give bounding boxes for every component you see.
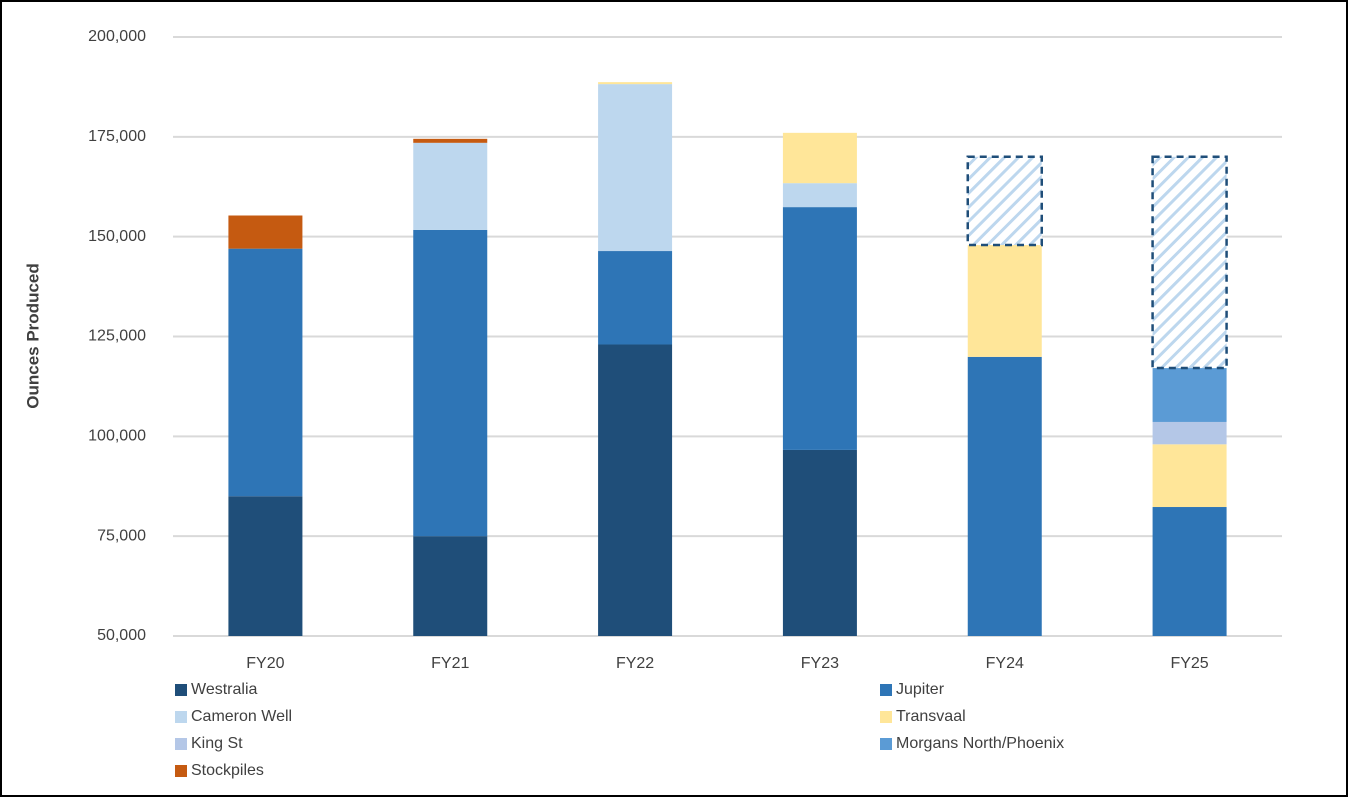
legend-swatch	[175, 684, 187, 696]
bar	[598, 344, 673, 636]
legend-swatch	[880, 711, 892, 723]
projection-bar	[966, 155, 1043, 247]
x-tick-label: FY24	[986, 655, 1024, 672]
bar	[967, 245, 1042, 357]
legend-swatch	[175, 738, 187, 750]
legend-swatch	[175, 711, 187, 723]
y-tick-label: 175,000	[88, 128, 146, 145]
bar	[782, 132, 857, 184]
bar	[228, 496, 303, 636]
bar	[413, 142, 488, 230]
bar	[967, 356, 1042, 636]
y-tick-label: 75,000	[97, 527, 146, 544]
bar	[1152, 444, 1227, 508]
y-tick-label: 150,000	[88, 228, 146, 245]
legend-swatch	[880, 684, 892, 696]
legend-label: Westralia	[191, 681, 257, 698]
bar	[1152, 421, 1227, 445]
x-tick-label: FY23	[801, 655, 839, 672]
bar	[228, 248, 303, 497]
bar	[598, 251, 673, 345]
y-tick-label: 100,000	[88, 428, 146, 445]
projection-bar	[1151, 155, 1228, 370]
legend-swatch	[880, 738, 892, 750]
x-tick-label: FY22	[616, 655, 654, 672]
bar	[228, 215, 303, 249]
y-tick-label: 50,000	[97, 627, 146, 644]
bar	[1152, 507, 1227, 636]
legend-swatch	[175, 765, 187, 777]
x-tick-label: FY20	[246, 655, 284, 672]
y-tick-label: 125,000	[88, 328, 146, 345]
bar	[782, 207, 857, 450]
legend-label: Stockpiles	[191, 762, 264, 779]
y-tick-label: 200,000	[88, 28, 146, 45]
y-axis-title: Ounces Produced	[23, 263, 42, 408]
legend-label: Jupiter	[896, 681, 945, 698]
bar	[413, 138, 488, 143]
legend-label: Cameron Well	[191, 708, 292, 725]
legend-label: Transvaal	[896, 708, 966, 725]
legend-label: Morgans North/Phoenix	[896, 735, 1064, 752]
bar	[1152, 368, 1227, 422]
bar	[413, 536, 488, 636]
x-tick-label: FY21	[431, 655, 469, 672]
bar	[598, 84, 673, 252]
bar	[782, 183, 857, 208]
bar	[782, 449, 857, 636]
legend-label: King St	[191, 735, 243, 752]
bar	[413, 229, 488, 537]
bar	[598, 82, 673, 85]
x-tick-label: FY25	[1170, 655, 1208, 672]
